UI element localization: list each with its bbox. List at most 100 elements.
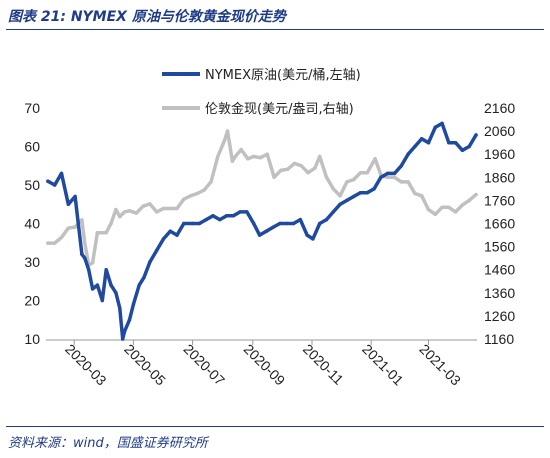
data-point-1-30: [222, 138, 227, 143]
data-point-1-14: [118, 214, 122, 219]
data-point-1-63: [433, 212, 438, 217]
data-point-1-21: [161, 206, 166, 211]
right-tick-label-2: 1360: [484, 285, 515, 301]
data-point-1-35: [246, 157, 250, 161]
oil-series: [46, 121, 478, 341]
data-point-0-2: [59, 171, 64, 176]
left-tick-label-1: 20: [24, 293, 40, 309]
x-tick-label-6: 2021-03: [416, 341, 464, 389]
data-point-0-27: [190, 221, 195, 226]
data-point-1-1: [52, 241, 57, 245]
right-tick-label-5: 1660: [484, 216, 515, 232]
data-point-1-69: [474, 192, 478, 197]
data-point-1-31: [225, 129, 230, 133]
data-point-1-60: [413, 191, 417, 196]
right-tick-label-4: 1560: [484, 239, 515, 255]
data-point-0-61: [419, 137, 424, 141]
data-point-1-49: [338, 194, 342, 198]
data-point-0-23: [161, 237, 166, 241]
data-point-1-28: [209, 180, 213, 184]
data-point-1-23: [175, 206, 179, 211]
data-point-1-53: [365, 170, 370, 175]
data-point-1-48: [331, 187, 336, 191]
data-point-0-52: [358, 190, 363, 195]
left-tick-label-6: 70: [24, 100, 40, 116]
data-point-1-9: [95, 230, 100, 235]
source-rule: [6, 426, 544, 427]
figure-title: 图表 21: NYMEX 原油与伦敦黄金现价走势: [8, 9, 286, 25]
x-tick-label-0: 2020-03: [62, 341, 110, 389]
data-point-1-40: [279, 168, 283, 173]
data-point-1-66: [453, 210, 458, 214]
data-point-0-32: [224, 214, 229, 218]
data-point-1-54: [373, 157, 377, 161]
data-point-0-18: [131, 302, 136, 307]
data-point-0-68: [467, 144, 471, 149]
data-point-1-34: [239, 147, 243, 152]
data-point-0-36: [251, 221, 256, 226]
data-point-0-0: [46, 179, 50, 183]
right-tick-label-7: 1860: [484, 169, 515, 185]
data-point-1-42: [292, 161, 297, 166]
data-point-1-25: [188, 194, 193, 198]
data-point-0-67: [460, 148, 465, 153]
data-point-0-45: [311, 237, 315, 241]
data-point-0-15: [120, 337, 125, 341]
data-point-0-37: [257, 233, 262, 237]
data-point-1-50: [345, 180, 349, 184]
data-point-1-26: [195, 191, 200, 196]
x-tick-label-3: 2020-09: [241, 341, 289, 389]
data-point-0-56: [385, 171, 390, 176]
data-point-0-38: [264, 229, 269, 233]
data-point-1-47: [324, 175, 329, 180]
x-axis-ticks: 2020-03 2020-05 2020-07 2020-09 2020-11 2021-…: [62, 340, 464, 389]
data-point-0-47: [324, 217, 329, 222]
data-point-1-20: [154, 210, 159, 214]
left-axis-ticks: 10 20 30 40 50 60 70: [24, 100, 40, 347]
data-point-0-25: [175, 233, 179, 237]
series-line-0: [46, 121, 478, 341]
data-point-1-64: [440, 205, 444, 210]
data-point-0-51: [351, 194, 356, 199]
legend: NYMEX原油(美元/桶,左轴) 伦敦金现(美元/盎司,右轴): [162, 68, 361, 117]
data-point-1-19: [148, 202, 152, 206]
data-point-0-9: [95, 283, 100, 287]
data-point-0-60: [413, 144, 417, 149]
data-point-1-56: [385, 175, 390, 180]
data-point-0-41: [284, 221, 289, 226]
left-tick-label-2: 30: [24, 254, 40, 270]
right-tick-label-8: 1960: [484, 146, 515, 162]
data-point-0-57: [392, 171, 397, 176]
data-point-0-33: [231, 214, 236, 218]
data-point-1-10: [100, 230, 105, 235]
x-tick-label-5: 2021-01: [359, 341, 407, 389]
data-point-0-3: [66, 202, 71, 207]
data-point-1-6: [83, 241, 87, 245]
left-tick-label-3: 40: [24, 216, 40, 232]
data-point-1-33: [233, 154, 238, 159]
data-point-0-43: [298, 217, 303, 222]
data-point-1-13: [114, 207, 118, 212]
data-point-0-19: [137, 283, 141, 287]
data-point-0-4: [73, 194, 77, 199]
data-point-0-6: [83, 256, 87, 260]
right-tick-label-10: 2160: [484, 100, 515, 116]
data-point-0-50: [345, 198, 349, 203]
data-point-1-62: [426, 207, 431, 212]
data-point-0-49: [338, 202, 342, 207]
data-point-0-69: [474, 133, 478, 137]
data-point-0-59: [406, 152, 410, 156]
data-point-0-66: [453, 140, 458, 145]
data-point-1-32: [230, 159, 235, 163]
data-point-1-51: [351, 177, 356, 182]
data-point-1-67: [460, 203, 465, 207]
data-point-0-35: [245, 210, 249, 214]
data-point-1-36: [251, 154, 256, 159]
data-point-0-11: [104, 267, 108, 272]
data-point-0-40: [278, 221, 282, 226]
legend-label-oil: NYMEX原油(美元/桶,左轴): [205, 68, 361, 83]
data-point-1-12: [109, 221, 113, 226]
data-point-0-58: [399, 164, 404, 168]
data-point-0-5: [80, 252, 84, 257]
source-note: 资料来源：wind，国盛证券研究所: [8, 436, 208, 451]
